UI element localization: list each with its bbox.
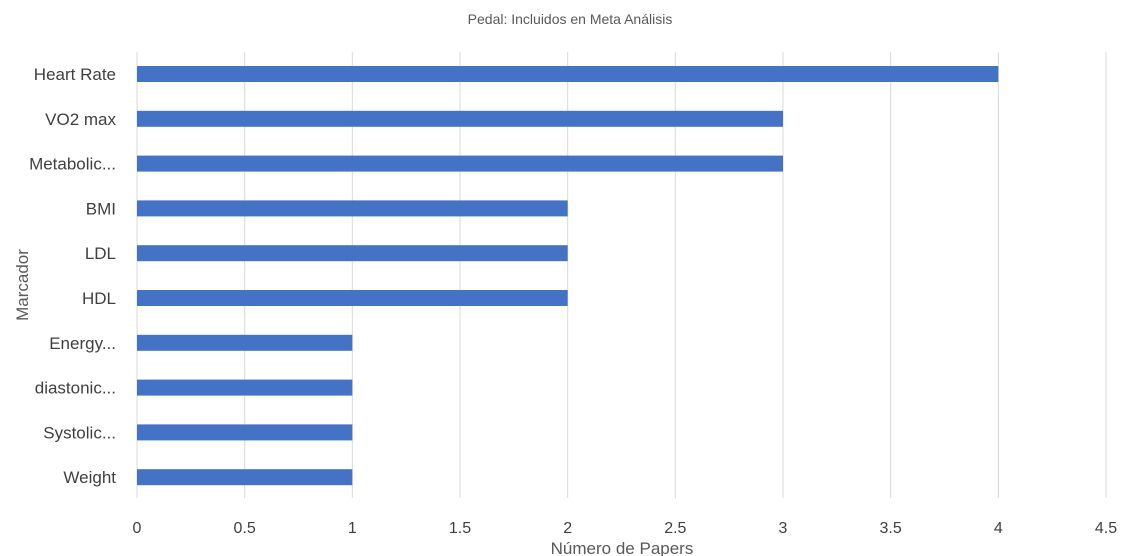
category-label: VO2 max <box>45 110 116 129</box>
bar <box>137 334 353 351</box>
bar <box>137 379 353 396</box>
category-label: Systolic... <box>43 423 116 442</box>
bars <box>137 66 999 486</box>
chart-title: Pedal: Incluidos en Meta Análisis <box>468 11 673 27</box>
category-label: Weight <box>63 468 116 487</box>
x-tick-label: 0.5 <box>234 520 256 537</box>
bar <box>137 424 353 441</box>
x-tick-label: 1.5 <box>449 520 471 537</box>
bar <box>137 200 568 217</box>
bar <box>137 245 568 262</box>
x-tick-label: 4 <box>994 520 1003 537</box>
category-labels: Heart Rate VO2 max Metabolic... BMI LDL HDL En… <box>29 65 116 487</box>
y-axis-title: Marcador <box>13 249 32 321</box>
bar <box>137 469 353 486</box>
bar <box>137 110 783 127</box>
x-tick-label: 2.5 <box>664 520 686 537</box>
x-tick-label: 3 <box>779 520 788 537</box>
x-axis-title: Número de Papers <box>551 539 694 556</box>
x-tick-labels: 0 0.5 1 1.5 2 2.5 3 3.5 4 4.5 <box>133 520 1118 537</box>
category-label: Energy... <box>49 334 116 353</box>
x-tick-label: 1 <box>348 520 357 537</box>
category-label: diastonic... <box>35 379 116 398</box>
category-label: LDL <box>85 244 116 263</box>
x-tick-label: 0 <box>133 520 142 537</box>
bar <box>137 290 568 306</box>
x-tick-label: 4.5 <box>1095 520 1117 537</box>
bar <box>137 66 999 82</box>
bar <box>137 155 783 172</box>
x-tick-label: 2 <box>563 520 572 537</box>
category-label: Heart Rate <box>34 65 116 84</box>
x-tick-label: 3.5 <box>880 520 902 537</box>
category-label: BMI <box>86 199 116 218</box>
category-label: HDL <box>82 289 116 308</box>
category-label: Metabolic... <box>29 155 116 174</box>
